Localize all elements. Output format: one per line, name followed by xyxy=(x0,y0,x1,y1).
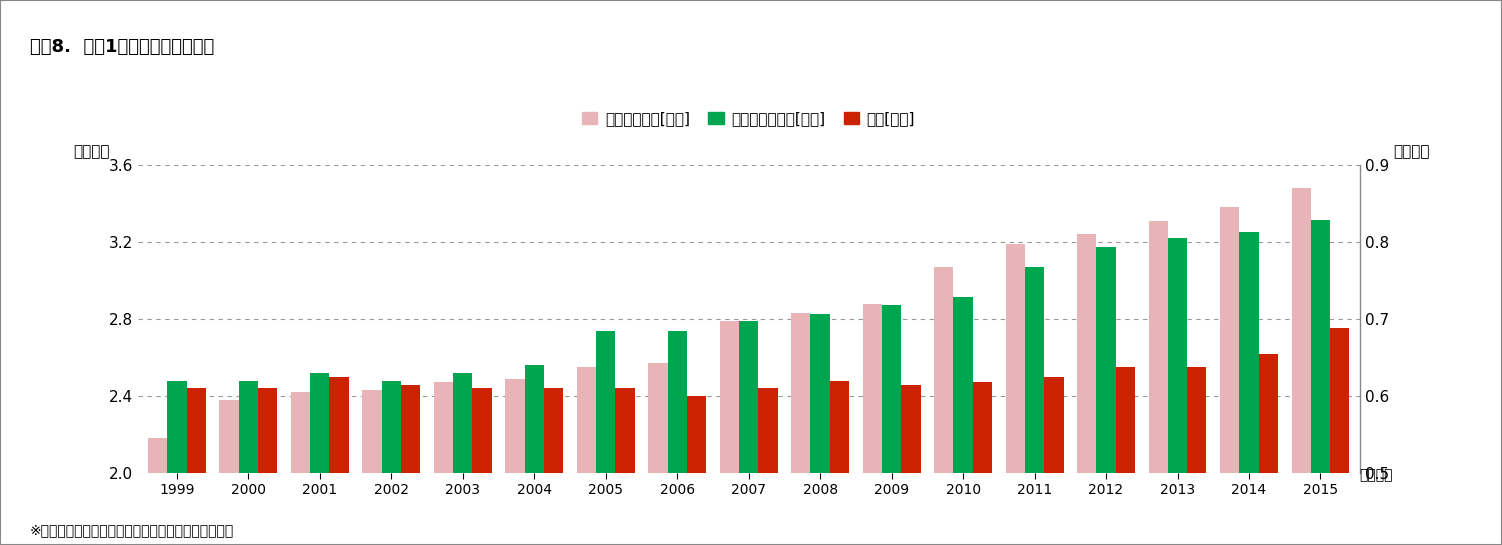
Bar xyxy=(577,367,596,545)
Bar xyxy=(1259,354,1278,545)
Text: （年度）: （年度） xyxy=(1359,468,1392,482)
Bar xyxy=(739,322,759,545)
Bar xyxy=(1096,247,1116,545)
Bar xyxy=(934,267,954,545)
Bar xyxy=(596,330,616,545)
Bar xyxy=(686,396,706,545)
Bar xyxy=(649,363,667,545)
Bar xyxy=(147,438,167,545)
Bar xyxy=(1116,367,1136,545)
Bar xyxy=(882,305,901,545)
Bar xyxy=(1292,188,1311,545)
Legend: 医科（入院）[左軸], 医科（入院外）[右軸], 歯科[右軸]: 医科（入院）[左軸], 医科（入院外）[右軸], 歯科[右軸] xyxy=(577,105,921,132)
Text: 図表8.  受診1日あたり医療費推移: 図表8. 受診1日あたり医療費推移 xyxy=(30,38,215,56)
Bar xyxy=(401,385,421,545)
Bar xyxy=(524,365,544,545)
Bar xyxy=(239,380,258,545)
Y-axis label: （万円）: （万円） xyxy=(74,144,110,159)
Bar xyxy=(454,373,473,545)
Bar xyxy=(954,298,973,545)
Bar xyxy=(1187,367,1206,545)
Bar xyxy=(1220,208,1239,545)
Bar xyxy=(258,388,278,545)
Bar xyxy=(362,390,382,545)
Bar xyxy=(544,388,563,545)
Bar xyxy=(1024,267,1044,545)
Bar xyxy=(667,330,686,545)
Bar xyxy=(719,321,739,545)
Bar xyxy=(219,400,239,545)
Bar xyxy=(473,388,491,545)
Bar xyxy=(1331,328,1349,545)
Text: ※　「医療費の動向」（厚生労働省）より、筆者作成: ※ 「医療費の動向」（厚生労働省）より、筆者作成 xyxy=(30,523,234,537)
Bar xyxy=(382,380,401,545)
Bar xyxy=(311,373,329,545)
Bar xyxy=(1077,234,1096,545)
Bar xyxy=(862,304,882,545)
Bar xyxy=(829,382,849,545)
Bar xyxy=(186,388,206,545)
Bar xyxy=(1149,221,1169,545)
Bar xyxy=(291,392,311,545)
Bar xyxy=(329,378,348,545)
Bar xyxy=(505,379,524,545)
Bar xyxy=(811,314,829,545)
Bar xyxy=(616,388,635,545)
Bar xyxy=(901,385,921,545)
Bar xyxy=(792,313,811,545)
Bar xyxy=(434,383,454,545)
Bar xyxy=(759,388,778,545)
Bar xyxy=(167,380,186,545)
Bar xyxy=(1239,232,1259,545)
Bar xyxy=(973,382,991,545)
Bar xyxy=(1311,221,1331,545)
Bar xyxy=(1006,244,1024,545)
Bar xyxy=(1044,378,1063,545)
Y-axis label: （万円）: （万円） xyxy=(1392,144,1430,159)
Bar xyxy=(1169,238,1187,545)
